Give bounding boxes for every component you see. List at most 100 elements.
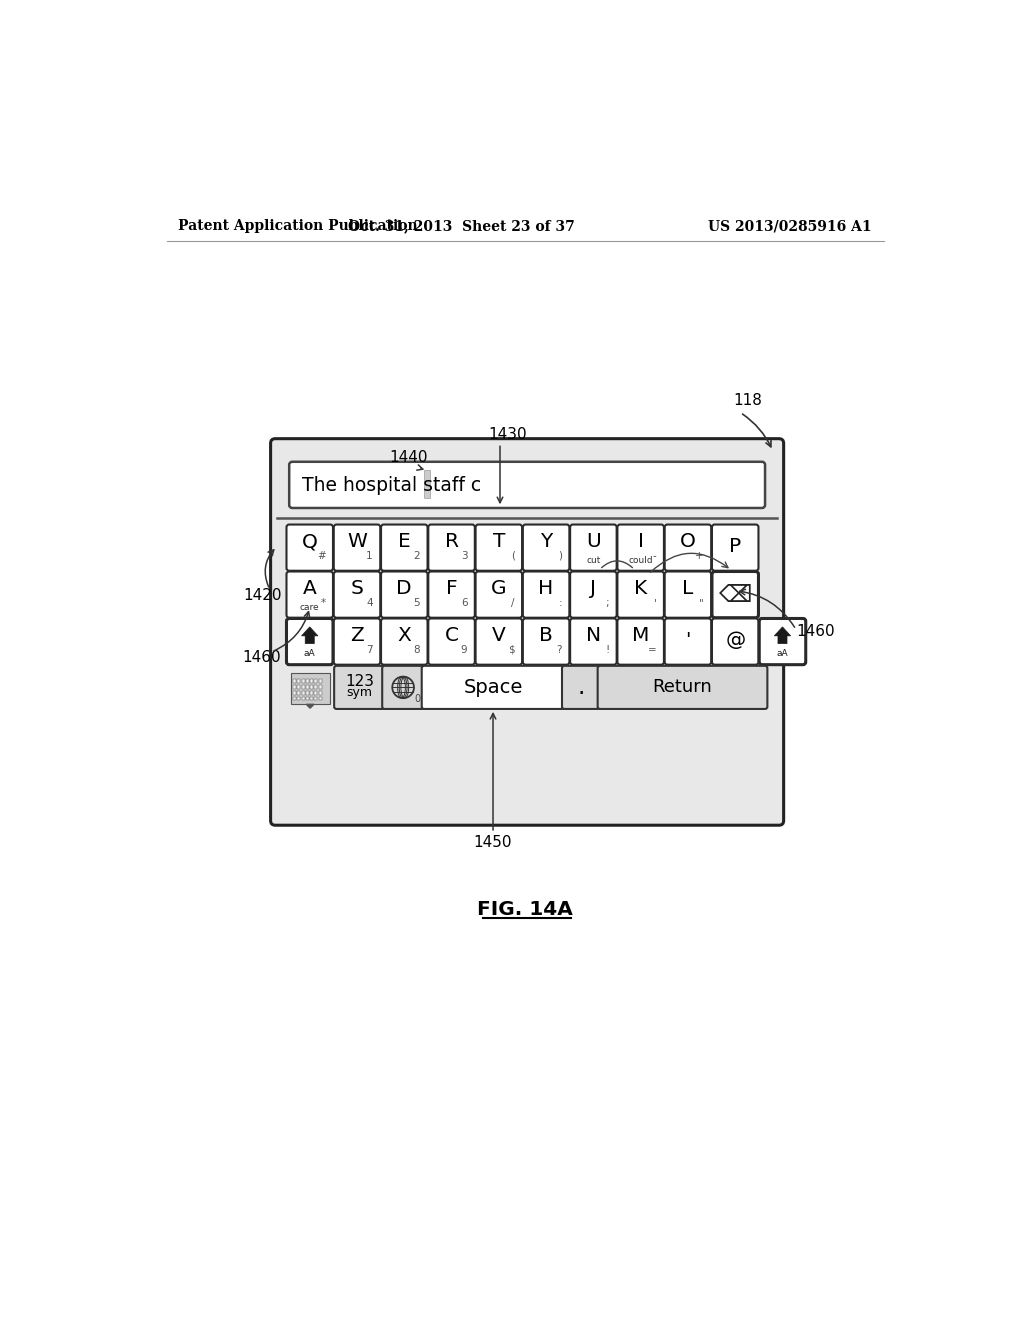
Text: 6: 6 (461, 598, 467, 607)
Text: :: : (558, 598, 562, 607)
FancyBboxPatch shape (270, 438, 783, 825)
FancyBboxPatch shape (381, 524, 428, 570)
Text: W: W (347, 532, 367, 552)
Text: 8: 8 (414, 644, 420, 655)
Text: 1: 1 (367, 550, 373, 561)
Text: I: I (638, 532, 644, 552)
FancyBboxPatch shape (302, 697, 305, 701)
FancyBboxPatch shape (306, 690, 309, 694)
FancyBboxPatch shape (293, 697, 296, 701)
FancyBboxPatch shape (428, 572, 475, 618)
Text: A: A (303, 579, 316, 598)
FancyBboxPatch shape (523, 572, 569, 618)
Text: ?: ? (556, 644, 562, 655)
Text: cut: cut (586, 556, 600, 565)
FancyBboxPatch shape (475, 524, 522, 570)
Text: @: @ (725, 631, 745, 651)
Text: E: E (398, 532, 411, 552)
Text: Patent Application Publication: Patent Application Publication (178, 219, 418, 234)
FancyBboxPatch shape (712, 524, 759, 570)
FancyBboxPatch shape (306, 697, 309, 701)
Text: (: ( (511, 550, 515, 561)
Text: FIG. 14A: FIG. 14A (477, 900, 572, 919)
Text: care: care (300, 603, 319, 612)
FancyBboxPatch shape (424, 470, 430, 498)
Text: N: N (586, 627, 601, 645)
FancyBboxPatch shape (334, 524, 380, 570)
Text: .: . (578, 676, 585, 700)
Text: P: P (729, 537, 741, 556)
FancyBboxPatch shape (334, 619, 380, 665)
Text: Q: Q (302, 532, 317, 552)
Text: S: S (350, 579, 364, 598)
Text: K: K (634, 579, 647, 598)
FancyBboxPatch shape (617, 572, 664, 618)
Text: 1430: 1430 (488, 426, 527, 442)
FancyBboxPatch shape (318, 690, 322, 694)
FancyBboxPatch shape (314, 697, 317, 701)
Text: U: U (586, 532, 601, 552)
Text: R: R (444, 532, 459, 552)
Text: 1450: 1450 (474, 834, 512, 850)
Text: 0: 0 (414, 693, 420, 704)
FancyBboxPatch shape (297, 690, 300, 694)
Text: 1440: 1440 (389, 450, 428, 465)
Text: /: / (511, 598, 515, 607)
Text: 2: 2 (414, 550, 420, 561)
Text: aA: aA (776, 649, 788, 659)
Text: 9: 9 (461, 644, 467, 655)
Text: 1460: 1460 (796, 624, 835, 639)
FancyBboxPatch shape (302, 690, 305, 694)
Text: =: = (648, 644, 656, 655)
Text: L: L (682, 579, 693, 598)
FancyBboxPatch shape (598, 665, 767, 709)
Text: ': ' (685, 631, 690, 651)
Text: 123: 123 (345, 675, 374, 689)
Text: 118: 118 (733, 393, 763, 408)
Text: T: T (493, 532, 505, 552)
FancyBboxPatch shape (306, 685, 309, 689)
FancyBboxPatch shape (334, 665, 385, 709)
FancyBboxPatch shape (318, 680, 322, 684)
Text: Z: Z (350, 627, 364, 645)
Text: G: G (492, 579, 507, 598)
FancyBboxPatch shape (382, 665, 424, 709)
FancyBboxPatch shape (523, 619, 569, 665)
FancyBboxPatch shape (287, 524, 333, 570)
FancyBboxPatch shape (422, 665, 564, 709)
FancyBboxPatch shape (318, 697, 322, 701)
FancyBboxPatch shape (759, 619, 806, 665)
FancyBboxPatch shape (310, 697, 313, 701)
FancyBboxPatch shape (293, 685, 296, 689)
FancyBboxPatch shape (310, 685, 313, 689)
Text: aA: aA (304, 649, 315, 659)
FancyBboxPatch shape (314, 680, 317, 684)
FancyBboxPatch shape (712, 619, 759, 665)
Text: #: # (316, 550, 326, 561)
FancyBboxPatch shape (665, 524, 712, 570)
FancyBboxPatch shape (570, 619, 616, 665)
FancyBboxPatch shape (297, 697, 300, 701)
Text: O: O (680, 532, 696, 552)
FancyBboxPatch shape (570, 572, 616, 618)
FancyBboxPatch shape (289, 462, 765, 508)
FancyBboxPatch shape (617, 619, 664, 665)
Text: sym: sym (346, 686, 373, 700)
Text: Oct. 31, 2013  Sheet 23 of 37: Oct. 31, 2013 Sheet 23 of 37 (348, 219, 574, 234)
FancyBboxPatch shape (314, 685, 317, 689)
Text: M: M (632, 627, 649, 645)
Text: J: J (591, 579, 596, 598)
FancyBboxPatch shape (665, 619, 712, 665)
FancyBboxPatch shape (291, 673, 330, 704)
Text: could: could (629, 556, 653, 565)
FancyBboxPatch shape (287, 572, 333, 618)
FancyBboxPatch shape (475, 572, 522, 618)
Text: X: X (397, 627, 412, 645)
FancyBboxPatch shape (428, 524, 475, 570)
FancyBboxPatch shape (302, 685, 305, 689)
Text: +: + (695, 550, 703, 561)
Text: ⌫: ⌫ (719, 582, 752, 607)
FancyBboxPatch shape (310, 690, 313, 694)
Text: $: $ (508, 644, 515, 655)
Text: 7: 7 (367, 644, 373, 655)
